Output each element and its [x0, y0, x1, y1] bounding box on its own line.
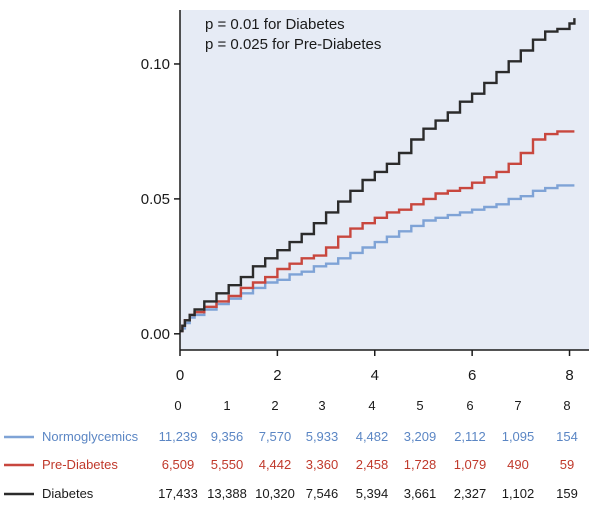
risk-count-normoglycemics: 11,239: [159, 429, 198, 444]
y-tick-label: 0.00: [141, 326, 170, 343]
risk-count-diabetes: 159: [556, 486, 578, 501]
number-at-risk-table: 0 1 2 3 4 5 6 7 8 Normoglycemics 11,239 9,356 7,570 5…: [4, 398, 578, 501]
risk-count-pre-diabetes: 5,550: [211, 457, 244, 472]
risk-time-header: 1: [223, 398, 230, 413]
risk-count-normoglycemics: 4,482: [356, 429, 389, 444]
risk-count-diabetes: 13,388: [207, 486, 247, 501]
risk-time-header: 4: [368, 398, 375, 413]
risk-count-normoglycemics: 7,570: [259, 429, 292, 444]
annotation-pvalue-diabetes: p = 0.01 for Diabetes: [205, 16, 345, 33]
risk-count-pre-diabetes: 59: [560, 457, 574, 472]
risk-count-pre-diabetes: 1,728: [404, 457, 437, 472]
x-tick-label: 4: [371, 367, 379, 384]
risk-time-header: 2: [271, 398, 278, 413]
risk-count-normoglycemics: 9,356: [211, 429, 244, 444]
risk-count-normoglycemics: 2,112: [454, 429, 486, 444]
risk-count-diabetes: 5,394: [356, 486, 389, 501]
risk-time-header: 5: [416, 398, 423, 413]
risk-count-normoglycemics: 154: [556, 429, 578, 444]
risk-count-pre-diabetes: 490: [507, 457, 529, 472]
risk-count-diabetes: 10,320: [255, 486, 295, 501]
risk-time-header: 7: [514, 398, 521, 413]
x-tick-label: 6: [468, 367, 476, 384]
risk-count-pre-diabetes: 2,458: [356, 457, 389, 472]
annotation-layer: p = 0.01 for Diabetes p = 0.025 for Pre-…: [205, 16, 381, 53]
series-layer: [180, 18, 576, 333]
risk-count-diabetes: 3,661: [404, 486, 437, 501]
y-axis-ticks: 0.00 0.05 0.10: [141, 56, 180, 343]
series-line-pre-diabetes: [180, 130, 575, 333]
risk-time-header: 0: [174, 398, 181, 413]
risk-row-label-diabetes: Diabetes: [42, 486, 94, 501]
risk-time-header: 6: [466, 398, 473, 413]
risk-count-normoglycemics: 3,209: [404, 429, 437, 444]
annotation-pvalue-prediabetes: p = 0.025 for Pre-Diabetes: [205, 36, 381, 53]
risk-count-diabetes: 2,327: [454, 486, 487, 501]
x-tick-label: 0: [176, 367, 184, 384]
y-tick-label: 0.10: [141, 56, 170, 73]
risk-count-normoglycemics: 1,095: [502, 429, 535, 444]
risk-time-header: 3: [318, 398, 325, 413]
risk-count-diabetes: 17,433: [158, 486, 198, 501]
risk-count-pre-diabetes: 6,509: [162, 457, 195, 472]
y-tick-label: 0.05: [141, 191, 170, 208]
risk-row-label-pre-diabetes: Pre-Diabetes: [42, 457, 118, 472]
risk-count-normoglycemics: 5,933: [306, 429, 339, 444]
x-tick-label: 2: [273, 367, 281, 384]
x-axis-ticks: 0 2 4 6 8: [176, 350, 574, 384]
x-tick-label: 8: [565, 367, 573, 384]
risk-count-diabetes: 1,102: [502, 486, 535, 501]
risk-count-pre-diabetes: 3,360: [306, 457, 339, 472]
risk-count-pre-diabetes: 1,079: [454, 457, 487, 472]
series-line-diabetes: [180, 18, 576, 333]
risk-row-label-normoglycemics: Normoglycemics: [42, 429, 139, 444]
risk-count-pre-diabetes: 4,442: [259, 457, 292, 472]
risk-time-header: 8: [563, 398, 570, 413]
risk-count-diabetes: 7,546: [306, 486, 339, 501]
